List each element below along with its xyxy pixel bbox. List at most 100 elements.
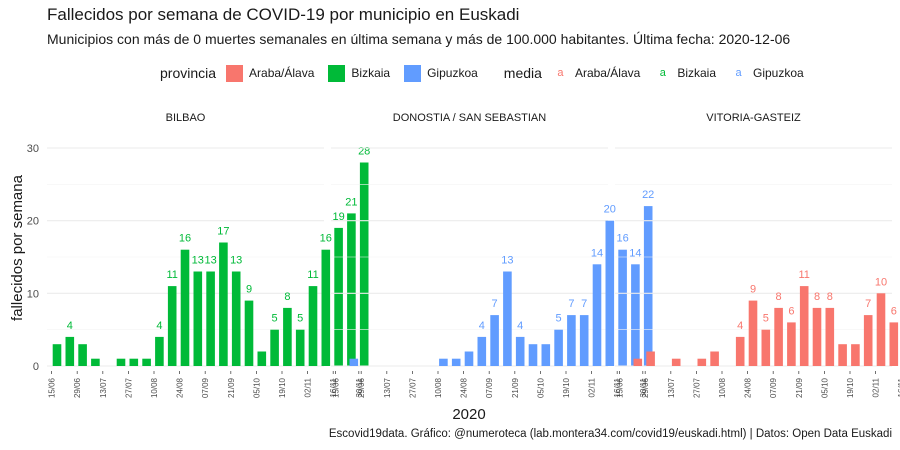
chart-subtitle: Municipios con más de 0 muertes semanale… [47, 31, 791, 47]
x-tick-label: 21/09 [795, 377, 804, 398]
bar [633, 358, 643, 366]
bar [167, 286, 177, 366]
bar [116, 358, 126, 366]
x-tick-label: 05/10 [252, 377, 261, 398]
facet-title: DONOSTIA / SAN SEBASTIAN [393, 112, 546, 124]
data-label: 17 [217, 226, 229, 238]
data-label: 7 [492, 298, 498, 310]
data-label: 4 [67, 320, 73, 332]
bar [825, 307, 835, 366]
data-label: 7 [865, 298, 871, 310]
bar [464, 351, 474, 366]
bar [180, 249, 190, 366]
x-tick-label: 21/09 [227, 377, 236, 398]
data-label: 5 [272, 313, 278, 325]
data-label: 7 [581, 298, 587, 310]
bar [643, 206, 653, 366]
x-tick-label: 02/11 [588, 377, 597, 397]
bar [671, 358, 681, 366]
data-label: 8 [814, 291, 820, 303]
bar [592, 264, 602, 366]
legend-media-label-araba: Araba/Álava [574, 66, 641, 80]
data-label: 11 [166, 269, 177, 281]
bar [52, 344, 62, 366]
bar [748, 300, 758, 366]
bar [697, 358, 707, 366]
data-label: 5 [556, 313, 562, 325]
x-tick-label: 07/09 [201, 377, 210, 398]
bar [889, 322, 899, 366]
x-tick-label: 10/08 [434, 377, 443, 398]
bar [876, 293, 886, 366]
x-tick-label: 16/11 [897, 377, 900, 397]
legend-media-key-araba: a [557, 67, 564, 79]
legend-media-item-araba: a Araba/Álava [552, 66, 640, 80]
bar [347, 213, 356, 366]
x-tick-label: 05/10 [820, 377, 829, 398]
legend-item-gipuzkoa: Gipuzkoa [404, 64, 478, 82]
x-tick-label: 15/06 [616, 377, 625, 398]
bar [774, 307, 783, 366]
bar [567, 315, 576, 366]
x-tick-label: 13/07 [99, 377, 108, 398]
bar [321, 249, 331, 366]
legend: provincia Araba/Álava Bizkaia Gipuzkoa m… [160, 62, 818, 84]
x-tick-label: 21/09 [511, 377, 520, 398]
bar [735, 336, 745, 366]
facet-title: VITORIA-GASTEIZ [706, 112, 801, 124]
bar [155, 336, 164, 366]
bar [308, 286, 318, 366]
data-label: 13 [230, 255, 242, 267]
data-label: 5 [763, 313, 769, 325]
data-label: 5 [297, 313, 303, 325]
bar [142, 358, 151, 366]
data-label: 21 [345, 196, 357, 208]
data-label: 4 [156, 320, 162, 332]
bar [515, 336, 525, 366]
x-tick-label: 07/09 [485, 377, 494, 398]
bar [270, 329, 279, 366]
x-tick-label: 19/10 [562, 377, 571, 398]
bar [863, 315, 873, 366]
legend-provincia-title: provincia [160, 65, 217, 81]
bar [503, 271, 512, 366]
x-tick-label: 10/08 [150, 377, 159, 398]
bar [349, 358, 359, 366]
bar [605, 220, 615, 366]
x-tick-label: 02/11 [304, 377, 313, 397]
data-label: 16 [179, 233, 191, 245]
legend-media-label-bizkaia: Bizkaia [677, 66, 716, 80]
data-label: 8 [776, 291, 782, 303]
bar [812, 307, 822, 366]
data-label: 14 [591, 247, 603, 259]
bar [359, 162, 369, 366]
bar [334, 227, 343, 366]
bar [787, 322, 796, 366]
legend-label-araba: Araba/Álava [249, 66, 315, 80]
x-axis-title: 2020 [452, 406, 485, 423]
bar [838, 344, 847, 366]
x-tick-label: 24/08 [744, 377, 753, 398]
bar [295, 329, 305, 366]
legend-key-araba [226, 64, 244, 82]
bar [244, 300, 254, 366]
data-label: 10 [875, 276, 887, 288]
x-tick-label: 30/11 [355, 377, 364, 397]
data-label: 16 [320, 233, 332, 245]
legend-media-key-gipuzkoa: a [735, 67, 742, 79]
data-label: 20 [604, 204, 616, 216]
x-tick-label: 24/08 [460, 377, 469, 398]
y-tick-label: 30 [27, 143, 39, 155]
data-label: 8 [827, 291, 833, 303]
bar [129, 358, 139, 366]
x-tick-label: 16/11 [613, 377, 622, 397]
bar [761, 329, 771, 366]
legend-label-gipuzkoa: Gipuzkoa [427, 66, 478, 80]
legend-media-label-gipuzkoa: Gipuzkoa [753, 66, 804, 80]
data-label: 13 [192, 255, 204, 267]
data-label: 11 [307, 269, 318, 281]
data-label: 14 [629, 247, 641, 259]
bar [579, 315, 589, 366]
legend-key-gipuzkoa [404, 64, 422, 82]
x-tick-label: 19/10 [278, 377, 287, 398]
